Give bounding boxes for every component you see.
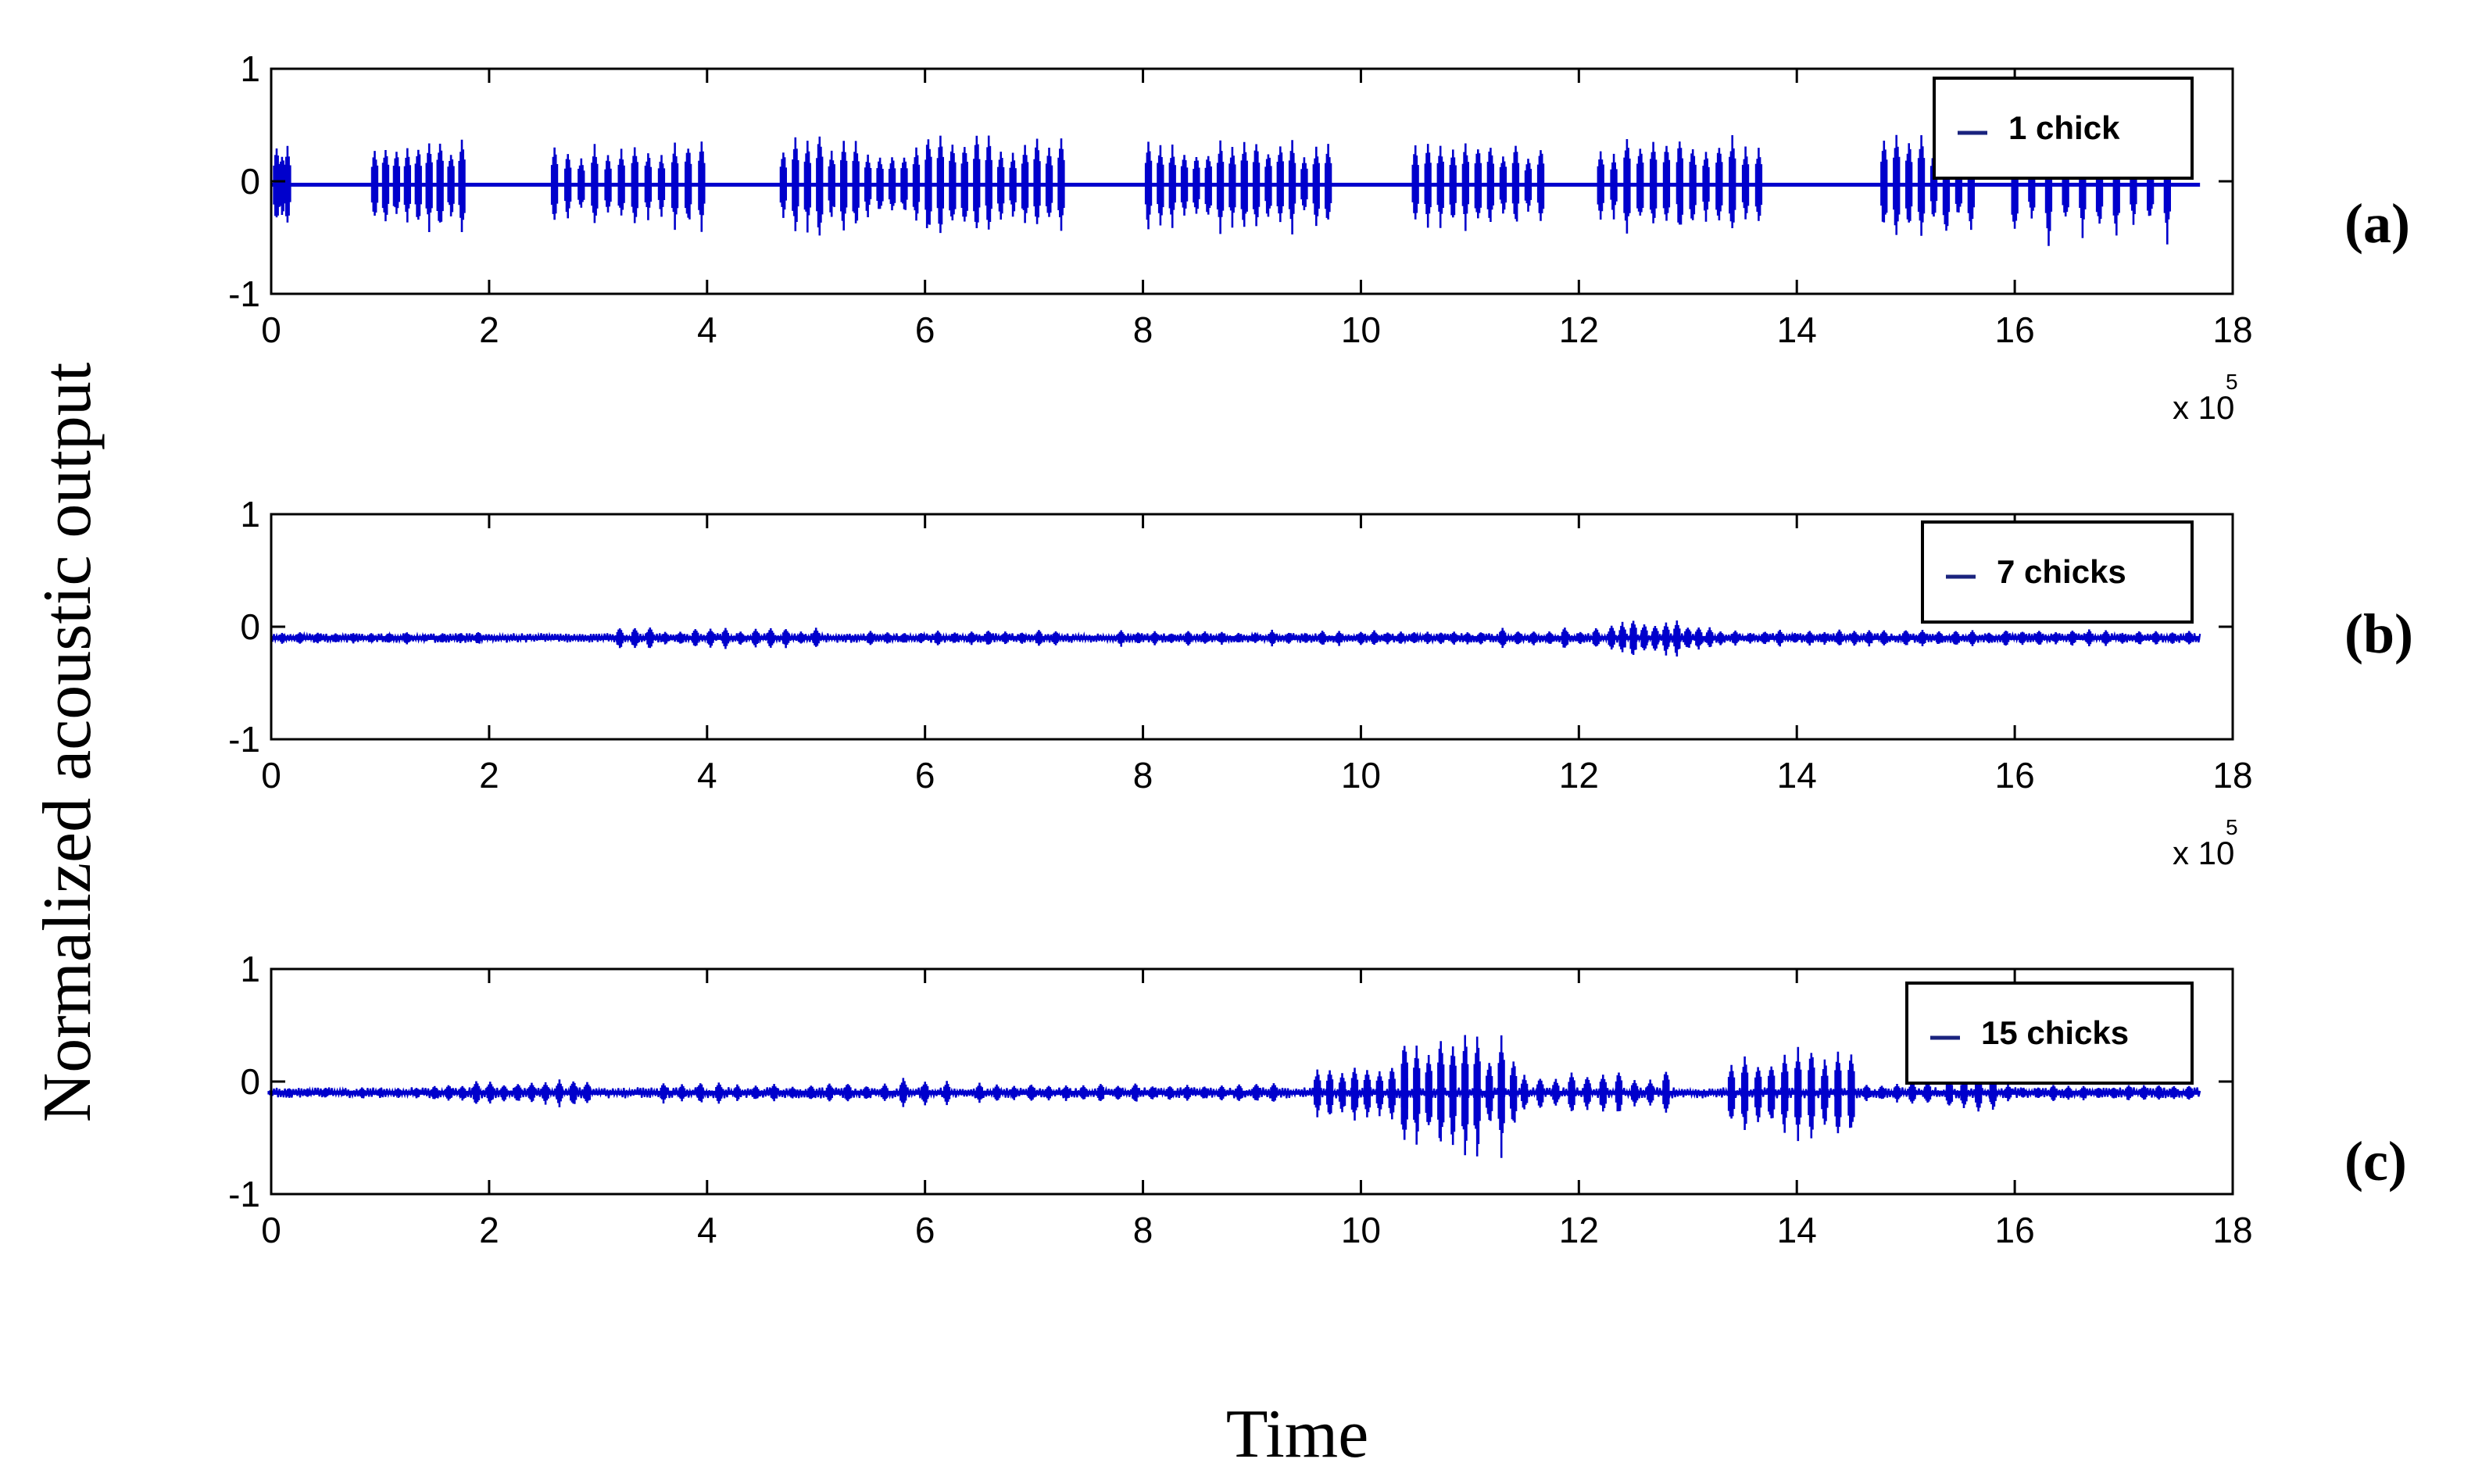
- x-tick-label: 6: [915, 309, 935, 350]
- y-tick-label: -1: [228, 719, 260, 760]
- x-tick-label: 18: [2212, 1210, 2252, 1250]
- x-exponent-power-a: 5: [2226, 370, 2238, 394]
- x-tick-label: 4: [697, 1210, 717, 1250]
- panel-label-c: (c): [2344, 1130, 2407, 1193]
- signal-layer-c: [267, 1035, 2201, 1158]
- x-tick-label: 0: [261, 309, 281, 350]
- x-tick-label: 4: [697, 755, 717, 796]
- y-tick-label: -1: [228, 1174, 260, 1214]
- x-tick-label: 14: [1777, 309, 1817, 350]
- x-axis-title: Time: [1226, 1396, 1369, 1472]
- legend-c: 15 chicks: [1905, 982, 2194, 1085]
- x-tick-label: 6: [915, 755, 935, 796]
- x-tick-label: 4: [697, 309, 717, 350]
- x-tick-label: 14: [1777, 1210, 1817, 1250]
- signal-layer-a: [271, 130, 2201, 246]
- x-tick-label: 12: [1559, 1210, 1599, 1250]
- panel-label-b: (b): [2344, 603, 2413, 665]
- legend-box-b: [1921, 520, 2194, 624]
- plot-frame-a: [270, 67, 2234, 295]
- x-tick-label: 14: [1777, 755, 1817, 796]
- x-tick-label: 0: [261, 755, 281, 796]
- x-tick-label: 2: [479, 755, 499, 796]
- x-tick-label: 18: [2212, 755, 2252, 796]
- x-tick-label: 6: [915, 1210, 935, 1250]
- x-tick-label: 18: [2212, 309, 2252, 350]
- y-tick-label: 1: [240, 949, 260, 989]
- legend-b: 7 chicks: [1921, 520, 2194, 624]
- legend-box-c: [1905, 982, 2194, 1085]
- x-tick-label: 8: [1133, 755, 1153, 796]
- x-tick-label: 16: [1995, 309, 2035, 350]
- signal-layer-b: [270, 620, 2201, 657]
- x-tick-label: 12: [1559, 755, 1599, 796]
- x-tick-label: 2: [479, 309, 499, 350]
- y-tick-label: 1: [240, 48, 260, 89]
- y-tick-label: 0: [240, 1061, 260, 1102]
- y-axis-title: Normalized acoustic output: [30, 363, 106, 1123]
- x-exponent-power-b: 5: [2226, 815, 2238, 839]
- x-exponent-base-b: x 10: [2173, 835, 2234, 871]
- legend-label-a: 1 chick: [2008, 109, 2120, 146]
- plot-frame-b: [270, 513, 2234, 741]
- legend-label-c: 15 chicks: [1981, 1014, 2129, 1051]
- panel-label-a: (a): [2344, 192, 2410, 255]
- y-tick-label: 1: [240, 494, 260, 535]
- x-tick-label: 12: [1559, 309, 1599, 350]
- x-tick-label: 10: [1341, 755, 1381, 796]
- x-tick-label: 10: [1341, 1210, 1381, 1250]
- y-tick-label: 0: [240, 606, 260, 647]
- x-tick-label: 0: [261, 1210, 281, 1250]
- x-exponent-base-a: x 10: [2173, 389, 2234, 426]
- x-tick-label: 8: [1133, 309, 1153, 350]
- y-tick-label: 0: [240, 161, 260, 202]
- x-tick-label: 8: [1133, 1210, 1153, 1250]
- plot-frame-c: [270, 967, 2234, 1196]
- x-exponent-b: x 10 5: [2173, 815, 2238, 871]
- legend-a: 1 chick: [1933, 77, 2194, 180]
- legend-label-b: 7 chicks: [1997, 553, 2126, 590]
- x-tick-label: 16: [1995, 755, 2035, 796]
- y-tick-label: -1: [228, 274, 260, 314]
- legend-box-a: [1933, 77, 2194, 180]
- x-exponent-a: x 10 5: [2173, 370, 2238, 426]
- x-tick-label: 16: [1995, 1210, 2035, 1250]
- x-tick-label: 10: [1341, 309, 1381, 350]
- x-tick-label: 2: [479, 1210, 499, 1250]
